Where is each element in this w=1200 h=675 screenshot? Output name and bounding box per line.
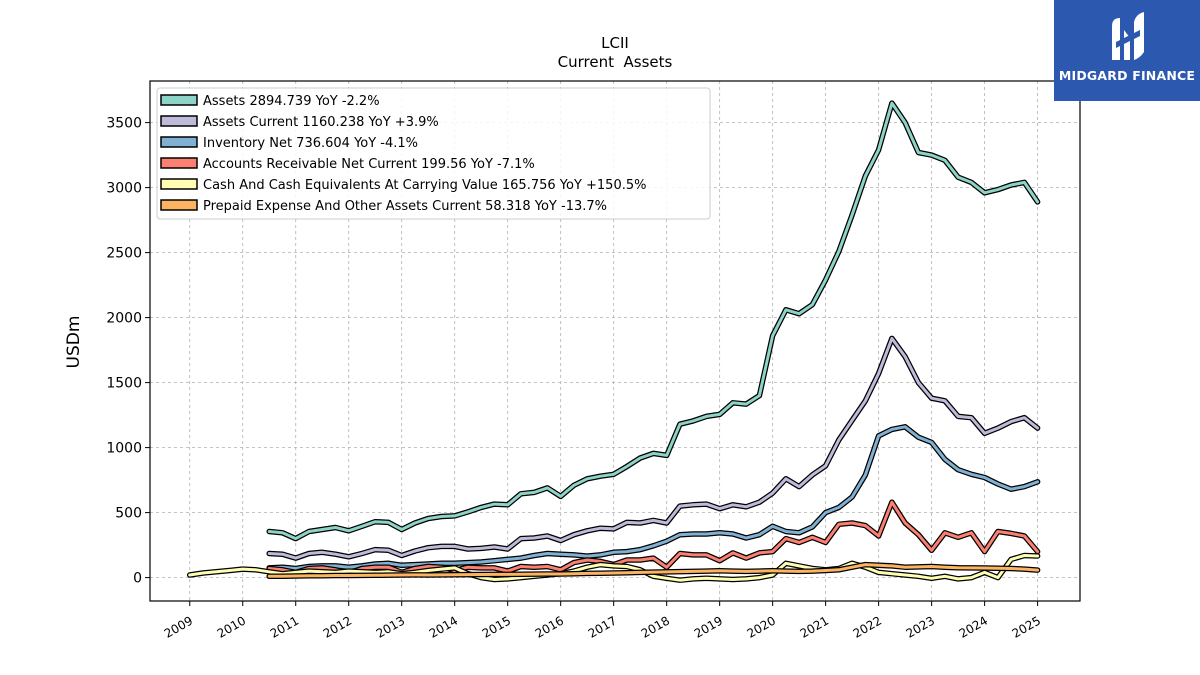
series-line — [188, 554, 1040, 582]
y-tick-label: 1000 — [106, 441, 142, 457]
x-tick-label: 2024 — [957, 613, 990, 640]
x-tick-label: 2023 — [904, 613, 937, 640]
series-line — [267, 425, 1040, 570]
legend-swatch — [160, 115, 198, 127]
series-line — [267, 563, 1040, 578]
legend: Assets 2894.739 YoY -2.2% Assets Current … — [156, 87, 711, 220]
x-tick-label: 2018 — [639, 613, 672, 640]
legend-item: Assets 2894.739 YoY -2.2% — [160, 94, 380, 109]
midgard-logo-icon — [1112, 12, 1144, 60]
series-line-1 — [266, 100, 1041, 542]
y-axis-label: USDm — [64, 316, 84, 369]
legend-item: Accounts Receivable Net Current 199.56 Y… — [160, 157, 535, 172]
legend-swatch — [160, 178, 198, 190]
brand-name: MIDGARD FINANCE — [1058, 68, 1196, 83]
chart-title: LCII — [601, 34, 629, 52]
legend-item: Cash And Cash Equivalents At Carrying Va… — [160, 178, 646, 193]
y-tick-label: 3000 — [106, 181, 142, 197]
legend-swatch — [160, 94, 198, 106]
y-tick-label: 500 — [115, 506, 142, 522]
x-tick-label: 2021 — [798, 613, 831, 640]
x-tick-label: 2013 — [374, 613, 407, 640]
legend-box — [156, 87, 711, 220]
series-outline — [266, 335, 1041, 561]
x-tick-label: 2016 — [533, 613, 566, 640]
x-tick-label: 2020 — [745, 613, 778, 640]
legend-item: Assets Current 1160.238 YoY +3.9% — [160, 115, 439, 130]
legend-label: Assets Current 1160.238 YoY +3.9% — [203, 115, 439, 130]
x-tick-label: 2025 — [1010, 613, 1043, 640]
legend-label: Assets 2894.739 YoY -2.2% — [203, 94, 380, 109]
x-axis: 2009 2010 2011 2012 2013 2014 2015 2016 2017 2018… — [162, 601, 1043, 641]
legend-label: Accounts Receivable Net Current 199.56 Y… — [203, 157, 535, 172]
y-tick-label: 1500 — [106, 376, 142, 392]
x-tick-label: 2014 — [427, 613, 460, 640]
legend-item: Inventory Net 736.604 YoY -4.1% — [160, 136, 418, 151]
y-tick-label: 2000 — [106, 311, 142, 327]
x-tick-label: 2015 — [480, 613, 513, 640]
x-tick-label: 2009 — [162, 613, 195, 640]
x-tick-label: 2017 — [586, 613, 619, 640]
legend-label: Prepaid Expense And Other Assets Current… — [203, 199, 607, 214]
x-tick-label: 2011 — [268, 613, 301, 640]
y-tick-label: 0 — [133, 571, 142, 587]
x-tick-label: 2022 — [851, 613, 884, 640]
series-line-2 — [266, 335, 1041, 561]
series-line — [267, 336, 1040, 560]
brand-logo: MIDGARD FINANCE — [1054, 0, 1200, 101]
series-line-6 — [266, 561, 1041, 580]
y-tick-label: 3500 — [106, 116, 142, 132]
series-line — [267, 101, 1040, 541]
legend-item: Prepaid Expense And Other Assets Current… — [160, 199, 607, 214]
chart-subtitle: Current Assets — [558, 53, 673, 71]
plot-frame — [149, 80, 1081, 602]
x-tick-label: 2019 — [692, 613, 725, 640]
y-tick-label: 2500 — [106, 246, 142, 262]
legend-swatch — [160, 157, 198, 169]
x-tick-label: 2012 — [321, 613, 354, 640]
series-line-3 — [266, 424, 1041, 572]
legend-swatch — [160, 136, 198, 148]
legend-label: Inventory Net 736.604 YoY -4.1% — [203, 136, 418, 151]
x-tick-label: 2010 — [215, 613, 248, 640]
legend-label: Cash And Cash Equivalents At Carrying Va… — [203, 178, 646, 193]
series-line-5 — [186, 552, 1041, 583]
legend-swatch — [160, 199, 198, 211]
series-layer — [186, 100, 1041, 583]
y-axis: 0 500 1000 1500 2000 2500 3000 3500 — [106, 116, 150, 587]
